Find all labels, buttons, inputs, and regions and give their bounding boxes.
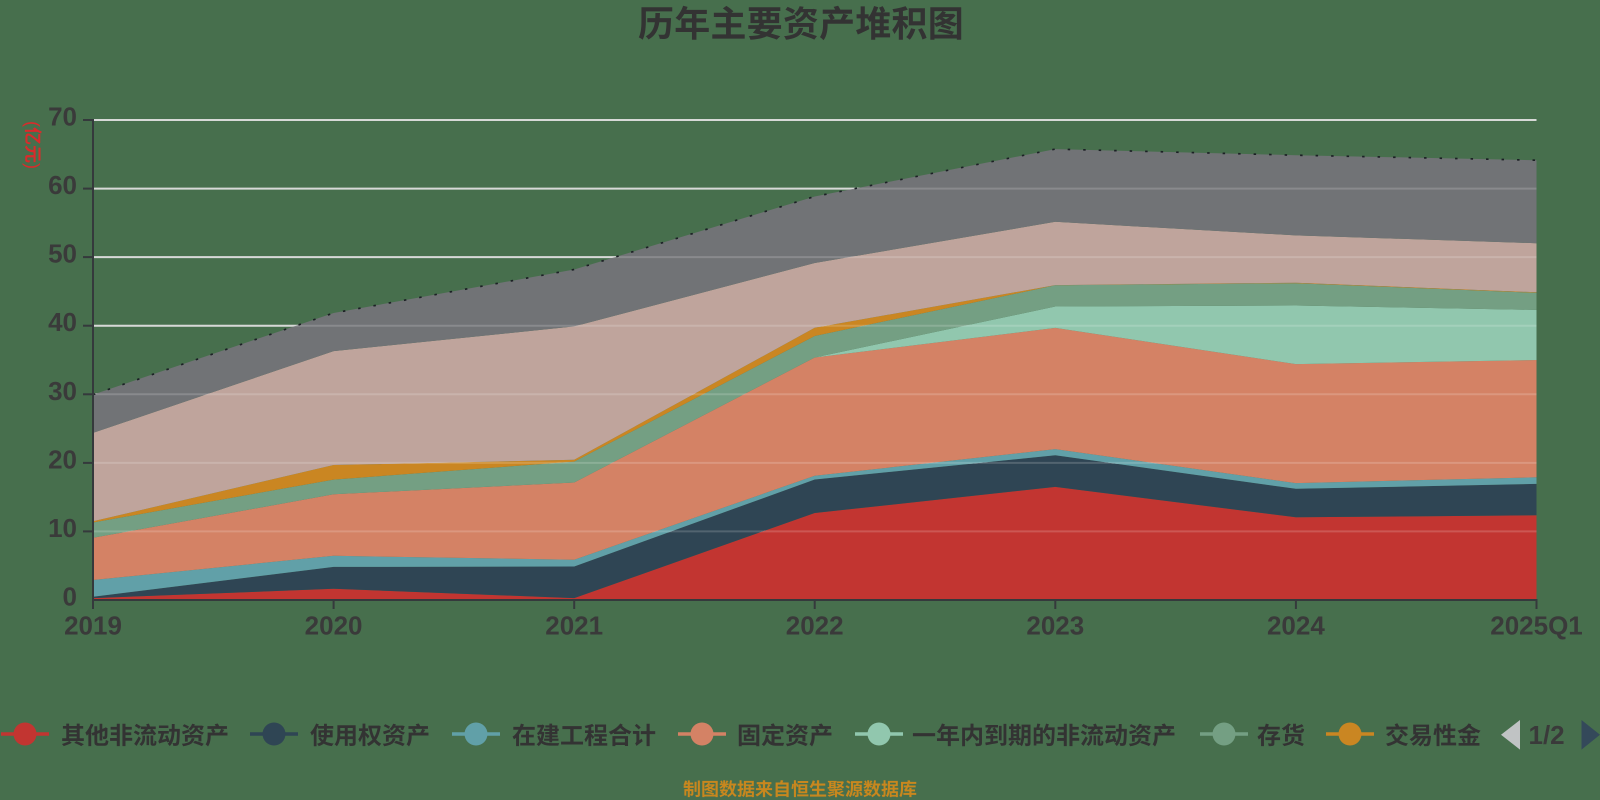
svg-text:): ) (23, 163, 43, 169)
svg-text:30: 30 (48, 376, 77, 406)
svg-text:40: 40 (48, 307, 77, 337)
svg-text:0: 0 (63, 582, 77, 612)
svg-text:2020: 2020 (305, 611, 363, 641)
svg-text:60: 60 (48, 170, 77, 200)
svg-text:20: 20 (48, 444, 77, 474)
svg-text:50: 50 (48, 239, 77, 269)
svg-text:2025Q1: 2025Q1 (1490, 611, 1583, 641)
svg-text:2022: 2022 (786, 611, 844, 641)
svg-text:70: 70 (48, 102, 77, 132)
svg-text:2023: 2023 (1026, 611, 1084, 641)
svg-text:2024: 2024 (1267, 611, 1325, 641)
svg-text:10: 10 (48, 513, 77, 543)
svg-text:1/2: 1/2 (1529, 720, 1565, 750)
svg-text:(: ( (23, 121, 43, 127)
svg-text:2019: 2019 (64, 611, 122, 641)
svg-text:2021: 2021 (545, 611, 603, 641)
